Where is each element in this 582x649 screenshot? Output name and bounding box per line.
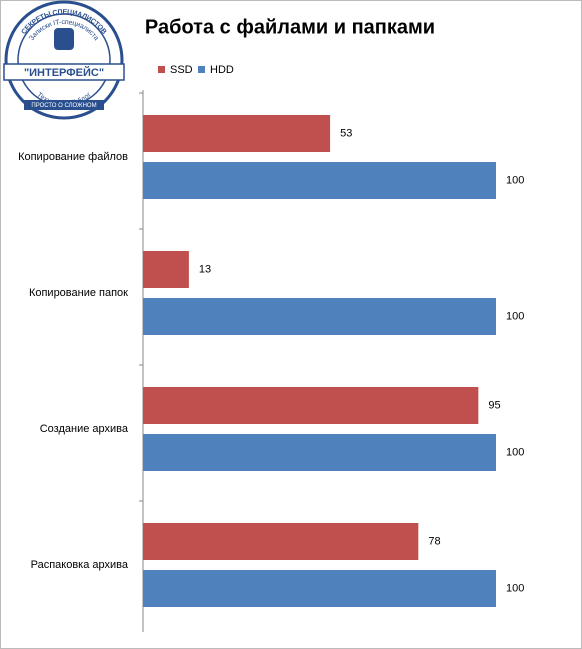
- bar: [143, 570, 496, 607]
- value-label: 100: [506, 446, 524, 458]
- legend-label: SSD: [170, 64, 193, 76]
- bar: [143, 523, 419, 560]
- bar: [143, 162, 496, 199]
- value-label: 95: [488, 399, 500, 411]
- bar: [143, 115, 331, 152]
- logo-ribbon: ПРОСТО О СЛОЖНОМ: [31, 103, 96, 109]
- value-label: 100: [506, 582, 524, 594]
- legend-label: HDD: [210, 64, 234, 76]
- y-tick-label: Распаковка архива: [31, 559, 129, 571]
- value-label: 53: [340, 127, 352, 139]
- value-label: 13: [199, 263, 211, 275]
- y-tick-label: Копирование файлов: [18, 151, 128, 163]
- legend-swatch: [198, 66, 205, 73]
- bar: [143, 434, 496, 471]
- logo: СЕКРЕТЫ СПЕЦИАЛИСТОВ Записки IT-специали…: [3, 0, 125, 120]
- logo-name: "ИНТЕРФЕЙС": [24, 66, 104, 79]
- value-label: 100: [506, 310, 524, 322]
- value-label: 78: [428, 535, 440, 547]
- bar: [143, 298, 496, 335]
- legend-swatch: [158, 66, 165, 73]
- value-label: 100: [506, 174, 524, 186]
- bar: [143, 387, 479, 424]
- y-tick-label: Копирование папок: [29, 287, 128, 299]
- chart-title: Работа с файлами и папками: [145, 16, 435, 38]
- y-tick-label: Создание архива: [40, 423, 129, 435]
- bar: [143, 251, 189, 288]
